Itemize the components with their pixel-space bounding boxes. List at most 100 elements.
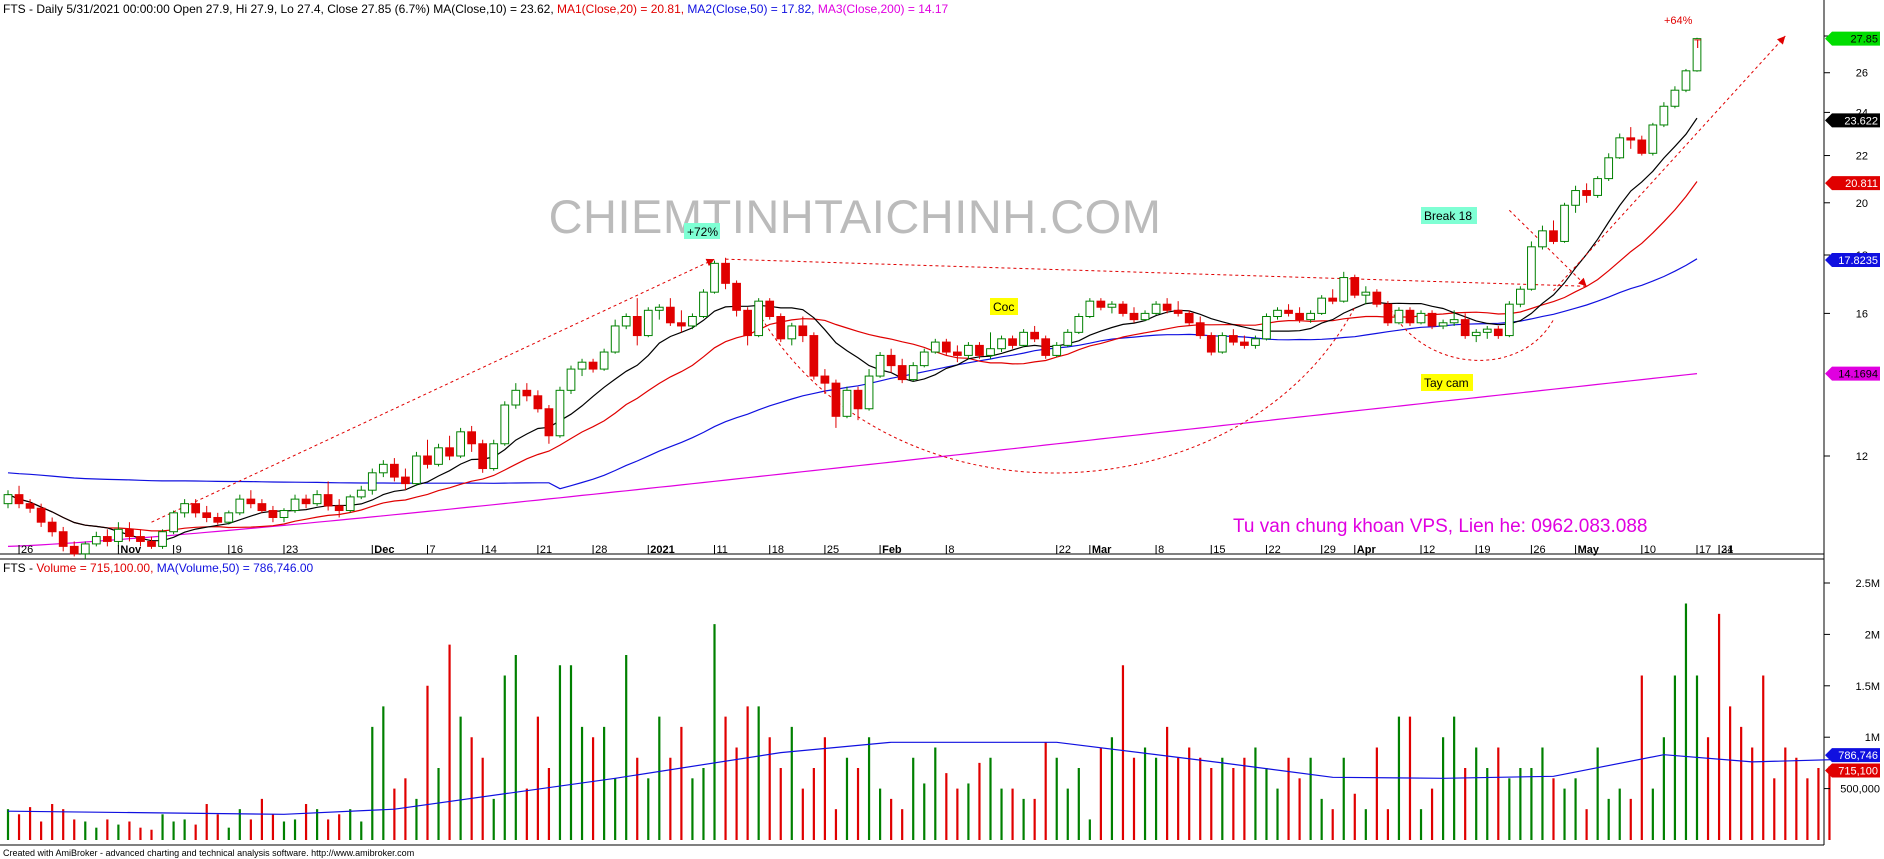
candle-down [257,503,267,512]
candle-down [25,503,35,509]
candle-up [1107,303,1117,308]
date-tick-label: 14 [485,544,497,556]
volume-right-value-label-bg [1825,748,1880,763]
candle-up [1339,277,1349,302]
candle-down [1427,312,1437,327]
cup-arc [758,307,1356,474]
date-tick-label: May [1578,544,1600,556]
candle-down [1118,303,1128,314]
candle-up [621,316,631,327]
date-tick-label: 8 [1158,544,1164,556]
candle-up [1615,137,1625,159]
date-tick-label: Nov [120,544,142,556]
candle-up [1449,319,1459,324]
candle-up [566,368,576,391]
candle-down [390,463,399,478]
footer-credit: Created with AmiBroker - advanced charti… [3,848,414,858]
volume-y-axis: 500,000 1M 1.5M 2M 2.5M [1824,578,1880,796]
candle-down [467,431,477,445]
volume-tick-label: 1M [1865,732,1880,744]
candle-down [897,365,907,381]
candle-down [941,341,951,353]
date-tick-label: 28 [595,544,607,556]
rally-line-1 [151,258,715,523]
date-x-axis: 26 Nov 9 16 23 Dec 7 14 21 28 2021 11 18 25 Feb 8 22 Mar 8… [18,544,1733,556]
candle-up [842,389,852,417]
label-break: Break 18 [1421,207,1477,224]
candle-up [699,291,708,318]
volume-right-value-label-bg [1825,763,1880,778]
date-tick-label: 2021 [650,544,674,556]
candle-down [732,282,741,311]
candle-up [1140,312,1150,321]
date-tick-label: Mar [1092,544,1112,556]
date-tick-label: 11 [717,544,728,556]
candle-down [1008,338,1017,346]
candle-up [1692,38,1702,72]
volume-right-value-label-text: 715,100 [1838,765,1878,777]
candle-up [224,512,234,523]
date-tick-label: 16 [231,544,243,556]
candle-up [1317,297,1327,314]
candle-up [378,463,388,474]
candle-up [964,344,973,356]
candle-up [643,309,653,337]
date-tick-label: 25 [827,544,839,556]
candle-down [831,382,841,417]
candle-down [1295,312,1304,321]
candle-down [721,262,730,284]
candle-down [853,389,863,410]
candle-up [1604,157,1614,180]
volume-pane-header: FTS - Volume = 715,100.00, MA(Volume,50)… [3,561,314,575]
candle-up [1516,288,1525,305]
candle-up [599,351,609,370]
candle-down [102,536,112,542]
candle-up [1052,344,1062,356]
candle-down [136,536,145,542]
candle-down [975,344,984,356]
label-target: T [1694,37,1702,51]
ma20-line [7,181,1698,532]
candle-down [1041,338,1051,356]
right-value-label-bg [1825,176,1880,191]
candle-up [169,512,178,533]
candle-up [356,489,366,498]
candle-down [1350,277,1360,296]
candle-down [544,408,554,437]
candle-up [489,443,499,470]
volume-ma-path [7,741,1852,815]
candle-up [1670,89,1680,107]
candle-up [875,354,885,377]
candle-up [610,325,620,353]
candle-down [886,354,896,367]
candle-up [345,496,355,512]
candle-down [58,531,68,547]
candle-up [114,528,123,542]
right-value-label: 20.811 [1825,176,1880,191]
candle-down [191,503,201,514]
candle-down [1228,335,1238,343]
candle-up [1527,246,1536,290]
candle-up [235,498,245,514]
candlestick-series [3,37,1702,559]
date-tick-label: Dec [374,544,394,556]
price-tick-label: 16 [1856,308,1868,320]
date-tick-label: 10 [1644,544,1656,556]
candle-up [1482,328,1492,333]
candle-down [36,507,46,523]
volume-tick-label: 1.5M [1856,681,1880,693]
candle-down [47,521,57,533]
date-tick-label: 8 [948,544,954,556]
candle-up [1085,300,1095,318]
candle-up [3,494,13,505]
volume-tick-label: 500,000 [1840,784,1880,796]
candle-up [1560,204,1569,242]
right-value-label: 23.622 [1825,113,1880,128]
right-value-label-bg [1825,113,1880,128]
candle-up [1681,70,1691,91]
volume-header-ma: MA(Volume,50) = 786,746.00 [153,561,313,575]
candle-up [864,375,874,410]
candle-down [1173,309,1183,314]
volume-right-labels: 786,746 715,100 [1825,748,1880,778]
candle-down [953,351,962,356]
